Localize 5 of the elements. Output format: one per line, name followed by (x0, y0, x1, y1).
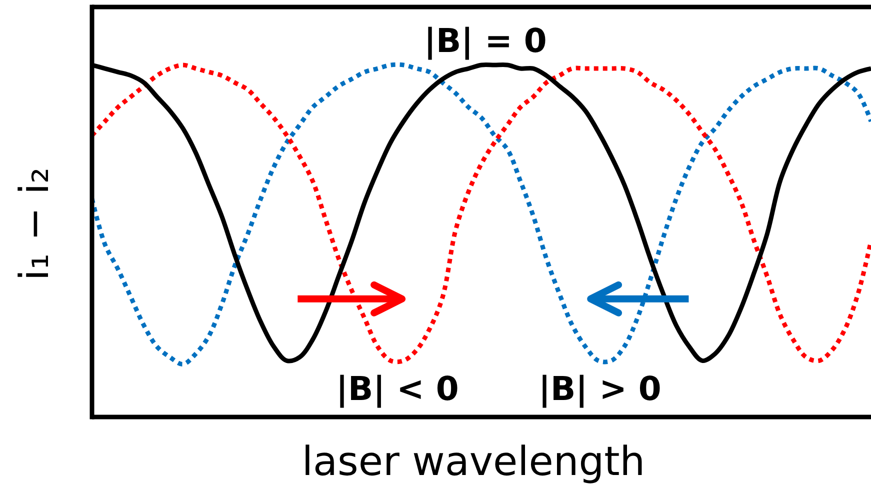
series-label: |B| < 0 (336, 369, 459, 408)
series-label: |B| > 0 (538, 369, 662, 408)
series-label: |B| = 0 (424, 21, 547, 60)
y-axis-title: i₁ − i₂ (12, 167, 58, 281)
x-axis-title: laser wavelength (302, 439, 646, 485)
